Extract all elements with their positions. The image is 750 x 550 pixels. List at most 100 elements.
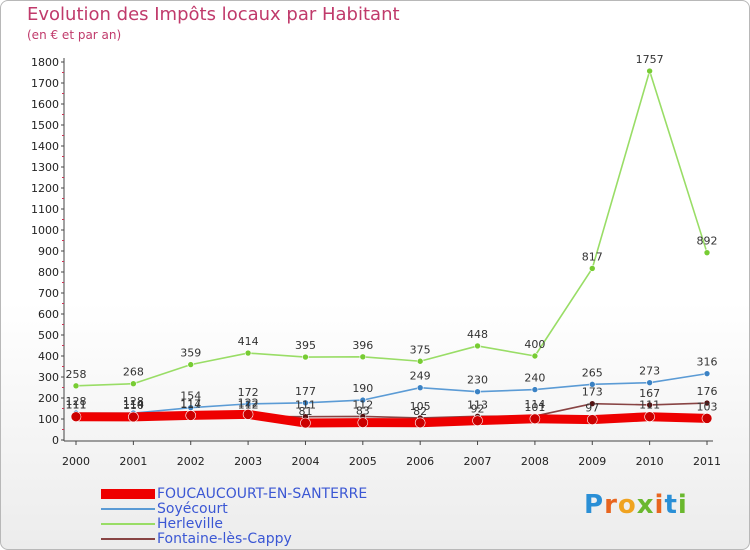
data-label-fontaine-les-cappy: 173 [582,386,603,399]
data-label-herleville: 375 [410,343,431,356]
data-point-herleville [474,342,481,350]
data-label-foucaucourt-en-santerre: 81 [298,405,312,418]
y-tick-label: 600 [38,308,59,321]
proxiti-logo: Proxiti [584,490,688,520]
legend-label: Soyécourt [157,501,228,517]
data-label-herleville: 359 [180,347,201,360]
chart-title: Evolution des Impôts locaux par Habitant [27,4,400,25]
data-point-herleville [359,353,367,361]
data-label-foucaucourt-en-santerre: 103 [697,400,718,413]
logo-letter: i [654,490,665,520]
data-label-foucaucourt-en-santerre: 92 [471,403,485,416]
x-tick-label: 2005 [349,455,377,468]
x-tick-label: 2004 [291,455,319,468]
data-point-fontaine-les-cappy [588,400,596,407]
x-tick-label: 2006 [406,455,434,468]
x-tick-label: 2010 [636,455,664,468]
data-point-herleville [703,249,711,256]
legend-swatch [101,538,155,540]
logo-letter: i [677,490,688,520]
y-tick-label: 1600 [31,98,59,111]
y-tick-label: 1700 [31,77,59,90]
y-tick-label: 300 [38,371,59,384]
y-tick-label: 900 [38,245,59,258]
data-label-foucaucourt-en-santerre: 82 [413,405,427,418]
data-label-herleville: 268 [123,366,144,379]
x-tick-label: 2002 [177,455,205,468]
data-label-soyecourt: 172 [238,386,259,399]
y-tick-label: 1300 [31,161,59,174]
series-line-foucaucourt-en-santerre [71,409,712,428]
data-point-herleville [588,265,596,272]
data-label-herleville: 400 [524,338,545,351]
data-label-fontaine-les-cappy: 111 [66,399,87,412]
data-label-herleville: 414 [238,335,259,348]
data-point-herleville [302,353,309,361]
data-point-herleville [130,380,137,388]
data-point-herleville [244,349,252,357]
data-label-foucaucourt-en-santerre: 111 [66,399,87,412]
logo-letter: o [617,490,637,520]
data-label-soyecourt: 316 [697,356,718,369]
data-label-foucaucourt-en-santerre: 101 [524,401,545,414]
data-label-fontaine-les-cappy: 176 [697,385,718,398]
data-point-foucaucourt-en-santerre [242,409,254,420]
data-point-fontaine-les-cappy [703,399,711,407]
y-tick-label: 200 [38,392,59,405]
data-point-soyecourt [474,388,481,396]
data-point-foucaucourt-en-santerre [529,413,541,425]
data-label-herleville: 258 [66,368,87,381]
legend-label: Herleville [157,516,223,532]
data-point-foucaucourt-en-santerre [472,415,483,426]
data-label-herleville: 817 [582,250,603,263]
data-label-foucaucourt-en-santerre: 122 [238,396,259,409]
data-label-fontaine-les-cappy: 114 [524,398,545,411]
data-point-foucaucourt-en-santerre [357,417,369,428]
y-tick-label: 100 [38,413,59,426]
x-tick-label: 2001 [119,455,147,468]
data-point-soyecourt [588,381,596,388]
data-point-soyecourt [531,386,539,393]
logo-letter: x [636,490,655,520]
series-line-herleville [75,70,708,387]
data-point-foucaucourt-en-santerre [586,414,598,425]
data-label-soyecourt: 230 [467,374,488,387]
x-tick-label: 2008 [521,455,549,468]
data-point-fontaine-les-cappy [646,401,653,409]
x-tick-label: 2011 [693,455,721,468]
y-tick-label: 1400 [31,140,59,153]
data-point-foucaucourt-en-santerre [414,417,426,429]
data-point-foucaucourt-en-santerre [644,411,655,422]
logo-letter: r [604,490,618,520]
y-tick-label: 1200 [31,182,59,195]
x-tick-label: 2007 [464,455,492,468]
data-point-herleville [187,361,195,368]
data-point-foucaucourt-en-santerre [185,410,197,421]
data-label-soyecourt: 265 [582,366,603,379]
data-label-herleville: 892 [697,235,718,248]
chart-subtitle: (en € et par an) [27,28,122,42]
data-label-foucaucourt-en-santerre: 83 [356,405,370,418]
data-label-foucaucourt-en-santerre: 97 [585,402,599,415]
data-label-soyecourt: 240 [524,372,545,385]
data-point-herleville [531,352,539,360]
data-label-fontaine-les-cappy: 111 [295,399,316,412]
data-label-soyecourt: 273 [639,365,660,378]
data-label-soyecourt: 154 [180,390,201,403]
legend-swatch [101,489,155,499]
y-tick-label: 400 [38,350,59,363]
legend-swatch [101,523,155,525]
x-tick-label: 2009 [578,455,606,468]
data-label-foucaucourt-en-santerre: 111 [639,399,660,412]
y-tick-label: 1100 [31,203,59,216]
data-label-foucaucourt-en-santerre: 110 [123,399,144,412]
data-label-soyecourt: 249 [410,370,431,383]
data-point-foucaucourt-en-santerre [701,413,713,424]
data-point-soyecourt [646,379,653,386]
series-line-soyecourt [75,372,708,414]
logo-letter: t [664,490,678,520]
x-tick-label: 2003 [234,455,262,468]
data-point-soyecourt [359,396,367,404]
y-tick-label: 700 [38,287,59,300]
